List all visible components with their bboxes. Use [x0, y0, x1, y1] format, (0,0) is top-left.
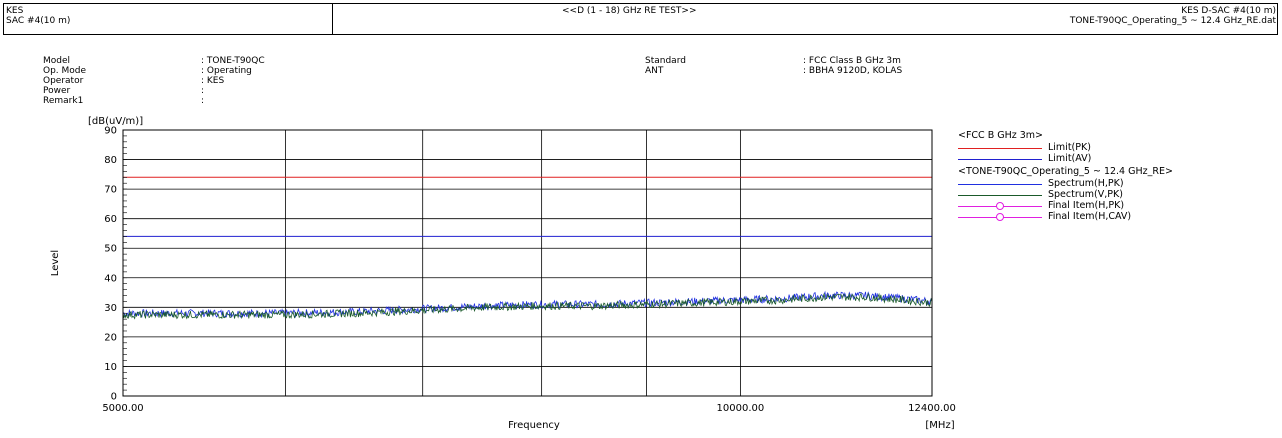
axes [122, 129, 933, 397]
legend-label: Limit(AV) [1048, 153, 1092, 164]
info-label-remark1: Remark1 [43, 96, 84, 106]
info-value-model: : TONE-T90QC [201, 56, 265, 66]
y-tick-label: 80 [104, 155, 117, 166]
legend-swatch [958, 184, 1042, 185]
info-value-opmode: : Operating [201, 66, 252, 76]
info-value-operator: : KES [201, 76, 225, 86]
info-value-standard: : FCC Class B GHz 3m [803, 56, 901, 66]
info-value-ant: : BBHA 9120D, KOLAS [803, 66, 903, 76]
x-tick-label: 10000.00 [717, 403, 765, 414]
legend-swatch [958, 159, 1042, 160]
legend-swatch [958, 148, 1042, 149]
header-left-box [3, 3, 333, 35]
y-tick-label: 20 [104, 332, 117, 343]
info-label-power: Power [43, 86, 71, 96]
header-center-title: <<D (1 - 18) GHz RE TEST>> [562, 6, 697, 16]
y-axis-title: Level [50, 250, 61, 276]
axis-labels: 0 10 20 30 40 50 60 70 80 90 5000.00 10000.00 12400.… [50, 116, 956, 431]
info-label-operator: Operator [43, 76, 84, 86]
header-right-line1: KES D-SAC #4(10 m) [1181, 6, 1276, 16]
grid [122, 129, 933, 397]
x-axis-unit: [MHz] [925, 420, 954, 431]
spectrum-line-h-pk [122, 290, 933, 319]
info-label-model: Model [43, 56, 71, 66]
limit-lines [123, 176, 932, 237]
y-tick-label: 40 [104, 273, 117, 284]
header-left-line1: KES [6, 6, 24, 16]
info-label-opmode: Op. Mode [43, 66, 87, 76]
y-tick-label: 50 [104, 244, 117, 255]
legend-marker-icon [996, 213, 1004, 221]
legend-label: Final Item(H,CAV) [1048, 211, 1132, 222]
x-axis-title: Frequency [508, 420, 560, 431]
legend-label: Limit(PK) [1048, 142, 1091, 153]
x-tick-label: 12400.00 [908, 403, 956, 414]
x-tick-label: 5000.00 [102, 403, 143, 414]
info-label-ant: ANT [645, 66, 664, 76]
legend-label: Spectrum(H,PK) [1048, 178, 1124, 189]
legend-label: Spectrum(V,PK) [1048, 189, 1123, 200]
y-tick-label: 0 [111, 392, 117, 403]
header-left-line2: SAC #4(10 m) [6, 16, 71, 26]
info-value-power: : [201, 86, 205, 96]
info-label-standard: Standard [645, 56, 686, 66]
legend-swatch [958, 195, 1042, 196]
header-center-box [332, 3, 1278, 35]
plot-frame [122, 129, 933, 397]
legend-group1-title: <FCC B GHz 3m> [958, 130, 1044, 141]
info-value-remark1: : [201, 96, 205, 106]
y-tick-label: 90 [104, 126, 117, 137]
spectrum-line-v-pk [122, 292, 933, 320]
spectrum-series [122, 290, 933, 320]
legend-label: Final Item(H,PK) [1048, 200, 1125, 211]
y-tick-label: 60 [104, 214, 117, 225]
y-axis-unit: [dB(uV/m)] [88, 116, 143, 127]
y-tick-label: 10 [104, 362, 117, 373]
legend-marker-icon [996, 202, 1004, 210]
header-right-line2: TONE-T90QC_Operating_5 ~ 12.4 GHz_RE.dat [1069, 16, 1276, 26]
y-tick-label: 30 [104, 303, 117, 314]
y-tick-label: 70 [104, 185, 117, 196]
legend-group2-title: <TONE-T90QC_Operating_5 ~ 12.4 GHz_RE> [958, 166, 1173, 177]
